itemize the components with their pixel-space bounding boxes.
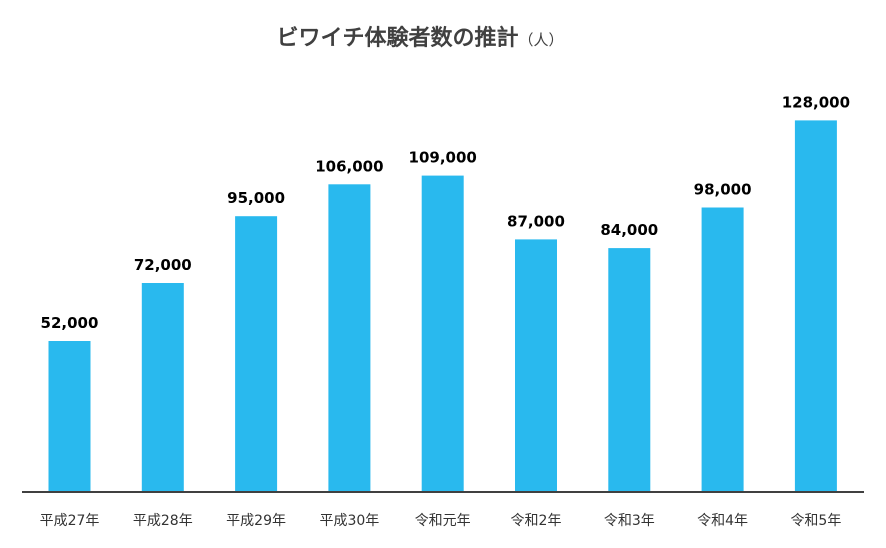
bar-value-label: 95,000 xyxy=(227,189,285,207)
bar xyxy=(141,283,184,492)
bars-group xyxy=(48,120,837,493)
bar-value-label: 98,000 xyxy=(694,181,752,199)
bar xyxy=(235,216,278,492)
chart-title: ビワイチ体験者数の推計（人） xyxy=(276,25,563,51)
category-label: 令和4年 xyxy=(697,513,748,529)
bar-value-label: 52,000 xyxy=(41,314,99,332)
category-label: 令和5年 xyxy=(790,513,841,529)
bar xyxy=(328,184,371,493)
value-labels-group: 52,000 72,000 95,000 106,000 109,000 87,000 84… xyxy=(41,93,851,332)
category-labels-group: 平成27年 平成28年 平成29年 平成30年 令和元年 令和2年 令和3年 令和4年 令和5年 xyxy=(40,513,842,529)
bar-value-label: 84,000 xyxy=(600,221,658,239)
bar xyxy=(701,207,744,492)
category-label: 令和元年 xyxy=(415,513,471,529)
bar xyxy=(421,175,464,492)
bar xyxy=(794,120,837,493)
category-label: 令和2年 xyxy=(511,513,562,529)
bar xyxy=(515,239,557,492)
bar-value-label: 128,000 xyxy=(782,93,850,111)
bar xyxy=(608,248,651,492)
category-label: 平成28年 xyxy=(133,513,193,529)
bar-value-label: 106,000 xyxy=(315,157,383,175)
bar-value-label: 87,000 xyxy=(507,212,565,230)
chart-title-main: ビワイチ体験者数の推計 xyxy=(276,25,518,51)
bar xyxy=(48,341,91,492)
category-label: 平成29年 xyxy=(226,513,286,529)
bar-value-label: 109,000 xyxy=(409,149,477,167)
category-label: 平成27年 xyxy=(40,513,100,529)
category-label: 令和3年 xyxy=(604,513,655,529)
category-label: 平成30年 xyxy=(319,513,379,529)
bar-value-label: 72,000 xyxy=(134,256,192,274)
chart-title-unit: （人） xyxy=(519,31,564,49)
